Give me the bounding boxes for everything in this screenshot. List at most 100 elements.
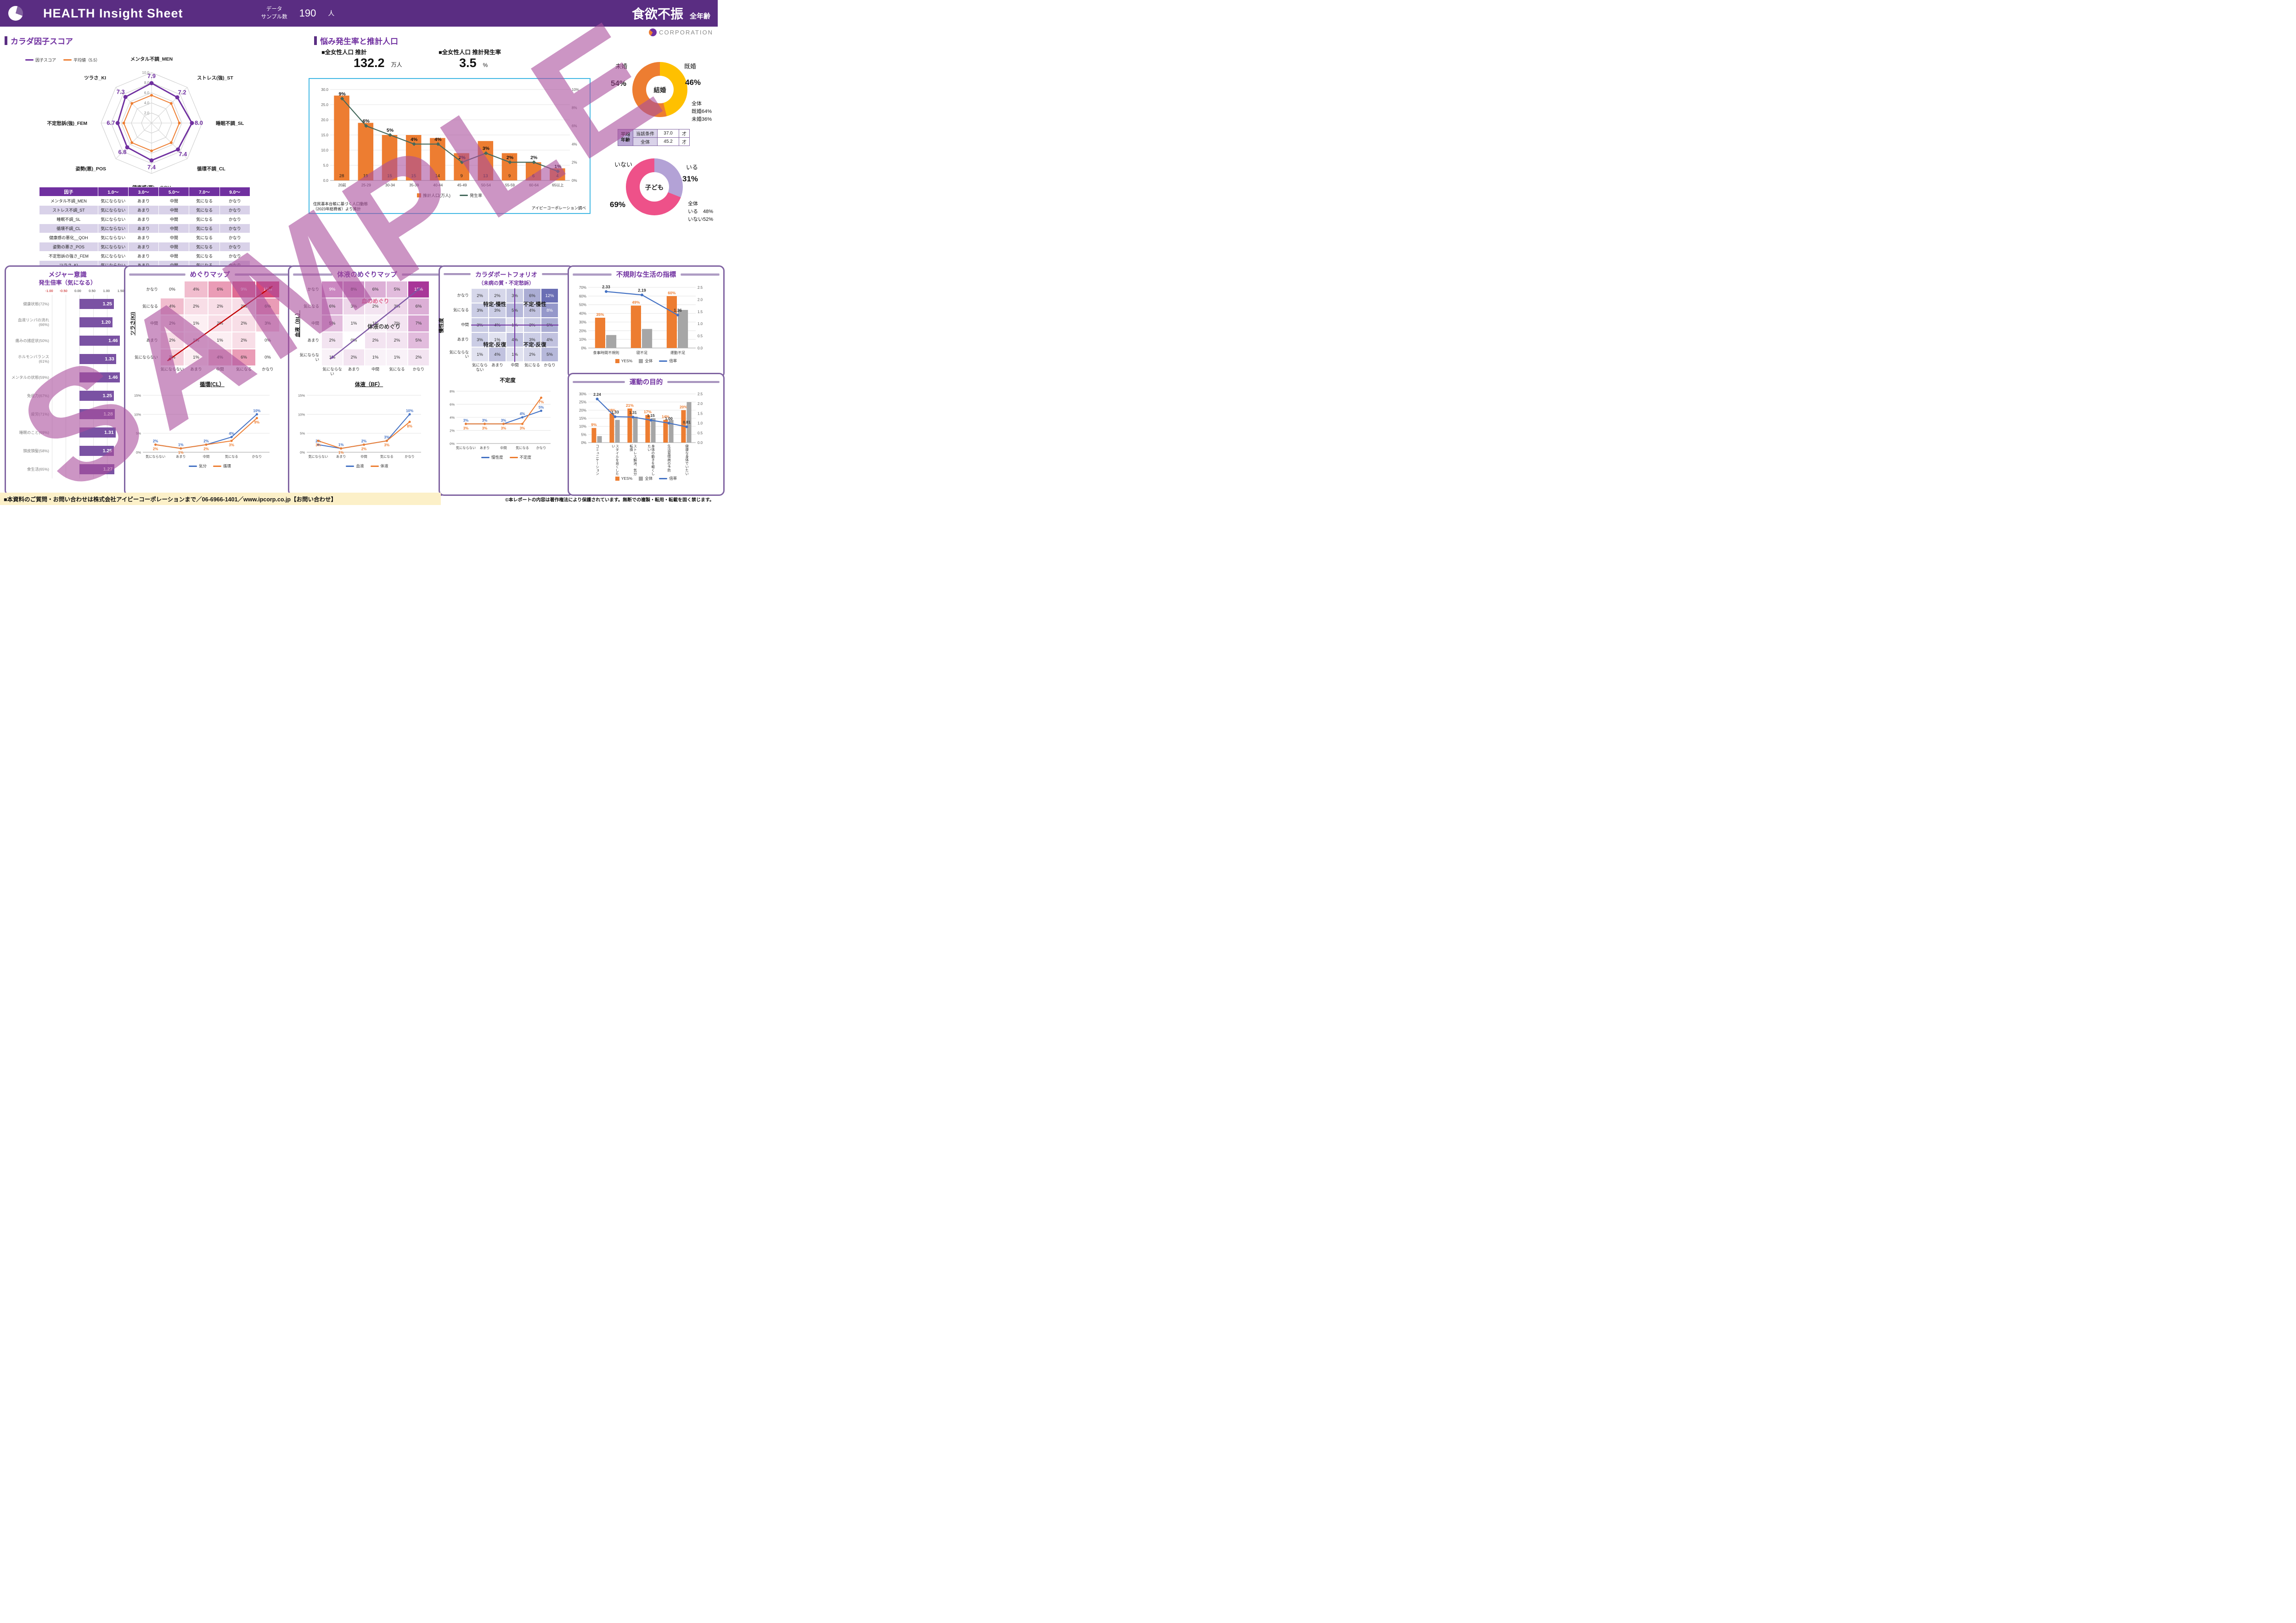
sample-count-label: データ サンプル数 (261, 6, 287, 21)
svg-text:8%: 8% (572, 106, 577, 110)
svg-text:9%: 9% (339, 91, 346, 97)
legend-swatch (509, 456, 518, 458)
heatmap-cell: 2% (523, 347, 541, 362)
svg-text:7.2: 7.2 (178, 89, 186, 95)
heatmap-cell: 3% (489, 303, 506, 318)
children-donut-chart (626, 158, 683, 215)
svg-text:8.0: 8.0 (144, 81, 150, 85)
age-row-unit: 才 (679, 129, 690, 138)
table-cell: かなり (219, 251, 251, 261)
svg-text:2.5: 2.5 (698, 392, 703, 396)
table-cell: あまり (128, 242, 159, 252)
stat-label: ■全女性人口 推計 (321, 49, 367, 56)
heatmap-cell: 0% (160, 281, 184, 298)
svg-text:10%: 10% (406, 409, 413, 413)
svg-text:0%: 0% (581, 346, 586, 350)
svg-text:55-59: 55-59 (505, 183, 515, 187)
svg-text:14: 14 (435, 174, 440, 179)
svg-text:食事時間不規則: 食事時間不規則 (593, 350, 619, 355)
major-awareness-row: ホルモンバランス(61%) 1.33 (10, 349, 125, 368)
major-awareness-row: 健康状態(72%) 1.25 (10, 294, 125, 313)
svg-text:15: 15 (387, 174, 392, 179)
table-cell: 健康感の悪化__QOH (39, 233, 98, 242)
stat-label: ■全女性人口 推計発生率 (439, 49, 501, 56)
svg-text:6%: 6% (450, 403, 455, 407)
meguri-map-panel: めぐりマップ ツラさ(KI) かなり 0% 4% 6% 9% 11% 気になる 4% 2% 2% 2… (124, 265, 296, 496)
portfolio-line-chart: 0% 2% 4% 6% 8% 3% 3% 3% 4% 5% 3% 3% 3% 3% 7% 気にならない あまり 中… (444, 386, 556, 455)
table-header-cell: 因子 (39, 187, 98, 197)
heatmap-cell: 1% (506, 347, 523, 362)
heatmap-cell: 2% (160, 332, 184, 349)
svg-text:かなり: かなり (536, 446, 546, 450)
radar-legend: 因子スコア 平均値（5.5） (25, 57, 100, 63)
body-fluid-map-title: 体液のめぐりマップ (293, 270, 441, 279)
svg-text:15%: 15% (579, 416, 586, 421)
heatmap-cell: 3% (256, 315, 280, 332)
heatmap-row-label: 中間 (150, 320, 158, 326)
sample-label-line1: データ (266, 6, 282, 12)
rate-unit: % (483, 62, 488, 68)
svg-text:30%: 30% (579, 392, 586, 396)
svg-text:5%: 5% (300, 432, 305, 436)
marriage-label-unmarried: 未婚 (615, 63, 628, 70)
svg-text:2%: 2% (450, 429, 455, 433)
body-fluid-map-panel: 体液のめぐりマップ 血液（BL） かなり 9% 8% 6% 5% 15% 気になる 6% 3% 2… (288, 265, 446, 496)
heatmap-cell: 7% (408, 315, 429, 332)
major-awareness-row: 食生活(65%) 1.27 (10, 460, 125, 478)
svg-text:5.0: 5.0 (323, 163, 329, 168)
svg-text:35-39: 35-39 (409, 183, 419, 187)
table-cell: あまり (128, 233, 159, 242)
heatmap-cell: 6% (208, 281, 232, 298)
age-scope-label: 全年齢 (689, 12, 710, 20)
heatmap-row-label: あまり (307, 337, 319, 343)
heatmap-row-label: 中間 (311, 320, 319, 326)
svg-text:8%: 8% (450, 389, 455, 393)
svg-text:60%: 60% (579, 294, 586, 298)
rate-value: 3.5 (459, 56, 477, 70)
sample-count-block: データ サンプル数 190 人 (261, 6, 335, 21)
heatmap-cell: 4% (506, 332, 523, 347)
legend-swatch (416, 193, 421, 197)
svg-text:3%: 3% (501, 418, 506, 422)
age-row-unit: 才 (679, 137, 690, 146)
svg-text:60%: 60% (668, 291, 675, 295)
svg-text:4.0: 4.0 (144, 101, 150, 105)
svg-text:3%: 3% (315, 443, 321, 447)
corp-logo-icon (649, 28, 657, 36)
table-cell: 気になる (189, 224, 220, 233)
ratio-bar: 1.31 (79, 427, 116, 438)
legend-swatch (188, 465, 197, 467)
heatmap-cell: 2% (321, 332, 343, 349)
heatmap-row-label: 気になる (453, 308, 469, 313)
portfolio-heatmap: 慢性度 かなり 2% 2% 3% 6% 12% 気になる 3% 3% 5% 4% 8% 中間 3% 4% 1%… (439, 288, 569, 384)
svg-text:運動不足: 運動不足 (670, 351, 686, 355)
heatmap-cell: 3% (471, 318, 489, 332)
meguri-heatmap: ツラさ(KI) かなり 0% 4% 6% 9% 11% 気になる 4% 2% 2% 2% 6% 中間 2%… (130, 281, 291, 388)
svg-text:40-44: 40-44 (433, 183, 443, 187)
heatmap-cell: 4% (541, 332, 558, 347)
population-chart-box: 0.0 5.0 10.0 15.0 20.0 25.0 30.0 0% 2% 4% 6% 8% 10% 2… (309, 78, 591, 214)
meguri-line-legend: 気分 循環 (129, 463, 291, 469)
legend-swatch (639, 476, 643, 481)
table-cell: 気になる (189, 251, 220, 261)
svg-text:50-54: 50-54 (481, 183, 491, 187)
heatmap-cell: 3% (506, 288, 523, 303)
sample-count-value: 190 (299, 7, 316, 19)
heatmap-col-label: 中間 (511, 363, 519, 367)
irregular-life-panel: 不規則な生活の指標 0% 10% 20% 30% 40% 50% 60% 70% 0.0 0.5 1… (568, 265, 725, 378)
exercise-purpose-title: 運動の目的 (573, 377, 720, 387)
table-cell: 気になる (189, 196, 220, 206)
irregular-life-legend: YES% 全体 倍率 (573, 358, 720, 364)
svg-text:気にならない: 気にならない (456, 446, 476, 450)
ratio-bar: 1.27 (79, 464, 115, 474)
heatmap-cell: 2% (408, 349, 429, 366)
svg-text:気にならない: 気にならない (146, 455, 165, 459)
heatmap-cell: 1% (365, 349, 386, 366)
exercise-purpose-panel: 運動の目的 0% 5% 10% 15% 20% 25% 30% 0.0 0.5 1.0 1.5 2.0… (568, 373, 725, 496)
heatmap-col-label: かなり (412, 367, 425, 371)
svg-text:気になる: 気になる (516, 446, 529, 450)
svg-text:8.0: 8.0 (195, 119, 203, 126)
contact-bar: ■本資料のご質問・お問い合わせは株式会社アイピーコーポレーションまで／06-69… (0, 493, 441, 505)
table-cell: かなり (219, 233, 251, 242)
table-cell: かなり (219, 224, 251, 233)
